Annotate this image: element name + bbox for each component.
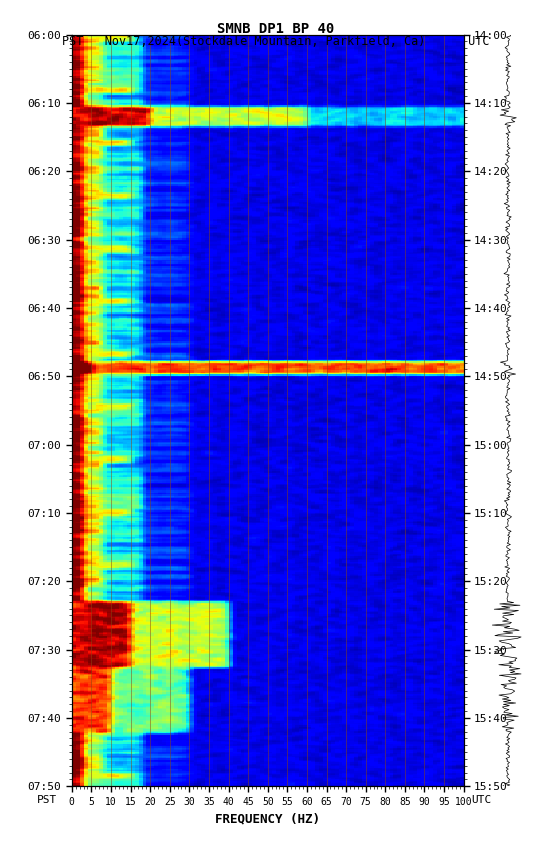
Text: SMNB DP1 BP 40: SMNB DP1 BP 40 [217,22,335,35]
Text: PST: PST [36,795,57,805]
Text: UTC: UTC [471,795,492,805]
Text: PST   Nov17,2024(Stockdale Mountain, Parkfield, Ca)      UTC: PST Nov17,2024(Stockdale Mountain, Parkf… [62,35,490,48]
X-axis label: FREQUENCY (HZ): FREQUENCY (HZ) [215,812,320,825]
